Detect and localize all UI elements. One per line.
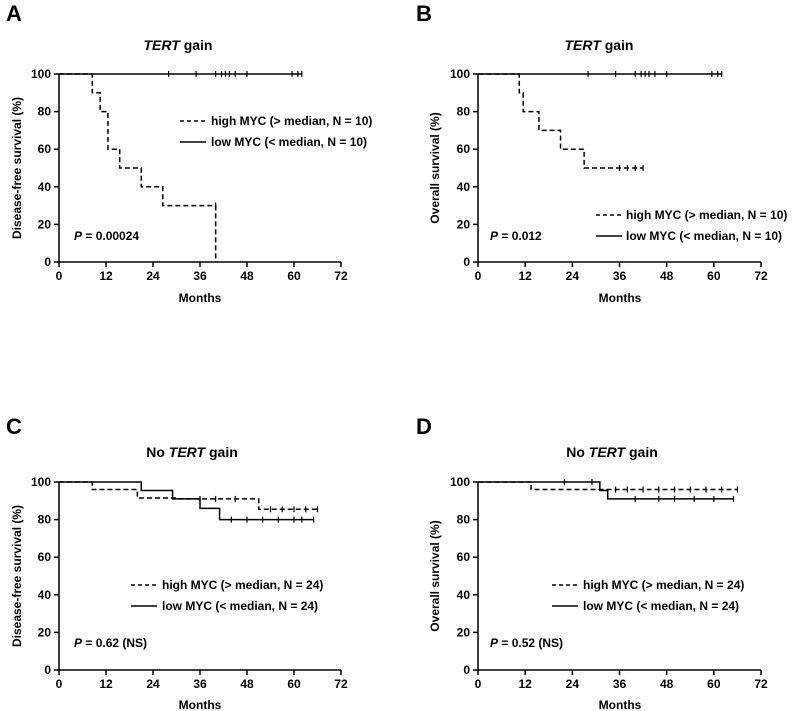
x-tick-label: 12 — [518, 677, 532, 691]
legend: high MYC (> median, N = 10) low MYC (< m… — [180, 114, 372, 149]
panel-letter: B — [416, 1, 432, 26]
legend: high MYC (> median, N = 24) low MYC (< m… — [131, 578, 323, 613]
y-tick-label: 80 — [38, 513, 52, 527]
y-axis-label: Overall survival (%) — [428, 112, 442, 223]
legend-label-low: low MYC (< median, N = 10) — [626, 229, 782, 243]
y-tick-label: 80 — [38, 105, 52, 119]
p-value: P = 0.52 (NS) — [490, 636, 563, 650]
y-tick-label: 60 — [457, 550, 471, 564]
y-tick-label: 40 — [38, 588, 52, 602]
series-line-low-myc — [59, 481, 314, 521]
y-tick-label: 60 — [38, 550, 52, 564]
x-axis-label: Months — [179, 698, 222, 711]
x-tick-label: 72 — [754, 677, 768, 691]
chart-title: TERT gain — [565, 37, 634, 53]
x-axis-label: Months — [599, 291, 642, 305]
y-tick-label: 60 — [38, 142, 52, 156]
x-tick-label: 24 — [566, 269, 580, 283]
y-tick-label: 0 — [44, 255, 51, 269]
x-tick-label: 0 — [475, 269, 482, 283]
x-tick-label: 36 — [193, 269, 207, 283]
chart-title: No TERT gain — [146, 444, 238, 460]
p-value: P = 0.00024 — [74, 229, 139, 243]
series-line-high-myc — [478, 481, 738, 491]
x-axis-label: Months — [599, 698, 642, 711]
x-tick-label: 0 — [56, 677, 63, 691]
legend-label-low: low MYC (< median, N = 24) — [583, 599, 739, 613]
x-tick-label: 0 — [475, 677, 482, 691]
legend: high MYC (> median, N = 24) low MYC (< m… — [552, 578, 744, 613]
x-tick-label: 36 — [613, 677, 627, 691]
x-tick-label: 12 — [99, 677, 113, 691]
x-tick-label: 60 — [287, 269, 301, 283]
x-tick-label: 60 — [287, 677, 301, 691]
panel-c: C No TERT gain Disease-free survival (%)… — [6, 414, 348, 711]
panel-b: B TERT gain Overall survival (%) Months … — [416, 1, 787, 305]
y-tick-label: 80 — [457, 105, 471, 119]
panel-letter: A — [6, 1, 22, 26]
x-tick-label: 72 — [334, 677, 348, 691]
y-tick-label: 20 — [38, 217, 52, 231]
panel-d: D No TERT gain Overall survival (%) Mont… — [416, 414, 768, 711]
x-tick-label: 72 — [754, 269, 768, 283]
panel-letter: C — [6, 414, 22, 439]
x-tick-label: 24 — [566, 677, 580, 691]
series-line-low-myc — [478, 481, 734, 500]
chart-title: No TERT gain — [566, 444, 658, 460]
x-tick-label: 48 — [660, 677, 674, 691]
y-tick-label: 20 — [457, 217, 471, 231]
y-tick-label: 40 — [38, 180, 52, 194]
legend-label-low: low MYC (< median, N = 10) — [211, 135, 367, 149]
series-line-high-myc — [59, 481, 318, 511]
x-tick-label: 48 — [240, 269, 254, 283]
y-axis-label: Disease-free survival (%) — [10, 505, 24, 647]
legend: high MYC (> median, N = 10) low MYC (< m… — [596, 208, 787, 243]
x-tick-label: 36 — [193, 677, 207, 691]
legend-label-high: high MYC (> median, N = 10) — [626, 208, 787, 222]
y-tick-label: 20 — [38, 625, 52, 639]
x-tick-label: 0 — [56, 269, 63, 283]
p-value: P = 0.62 (NS) — [74, 636, 147, 650]
x-tick-label: 24 — [146, 677, 160, 691]
y-tick-label: 80 — [457, 513, 471, 527]
y-axis-label: Disease-free survival (%) — [10, 97, 24, 239]
y-tick-label: 100 — [31, 475, 51, 489]
y-tick-label: 0 — [463, 663, 470, 677]
chart-title: TERT gain — [144, 37, 213, 53]
y-tick-label: 40 — [457, 588, 471, 602]
y-tick-label: 0 — [44, 663, 51, 677]
x-tick-label: 60 — [707, 269, 721, 283]
x-tick-label: 12 — [518, 269, 532, 283]
panel-letter: D — [416, 414, 432, 439]
x-tick-label: 36 — [613, 269, 627, 283]
x-tick-label: 72 — [334, 269, 348, 283]
legend-label-high: high MYC (> median, N = 24) — [162, 578, 323, 592]
legend-label-low: low MYC (< median, N = 24) — [162, 599, 318, 613]
y-tick-label: 0 — [463, 255, 470, 269]
panel-a: A TERT gain Disease-free survival (%) Mo… — [6, 1, 372, 305]
legend-label-high: high MYC (> median, N = 10) — [211, 114, 372, 128]
x-tick-label: 48 — [660, 269, 674, 283]
x-tick-label: 48 — [240, 677, 254, 691]
x-tick-label: 24 — [146, 269, 160, 283]
y-tick-label: 20 — [457, 625, 471, 639]
y-tick-label: 40 — [457, 180, 471, 194]
x-tick-label: 60 — [707, 677, 721, 691]
y-tick-label: 100 — [450, 67, 470, 81]
series-line-high-myc — [478, 73, 644, 169]
y-axis-label: Overall survival (%) — [428, 520, 442, 631]
x-tick-label: 12 — [99, 269, 113, 283]
y-tick-label: 100 — [450, 475, 470, 489]
y-tick-label: 100 — [31, 67, 51, 81]
x-axis-label: Months — [179, 291, 222, 305]
legend-label-high: high MYC (> median, N = 24) — [583, 578, 744, 592]
y-tick-label: 60 — [457, 142, 471, 156]
p-value: P = 0.012 — [490, 229, 542, 243]
